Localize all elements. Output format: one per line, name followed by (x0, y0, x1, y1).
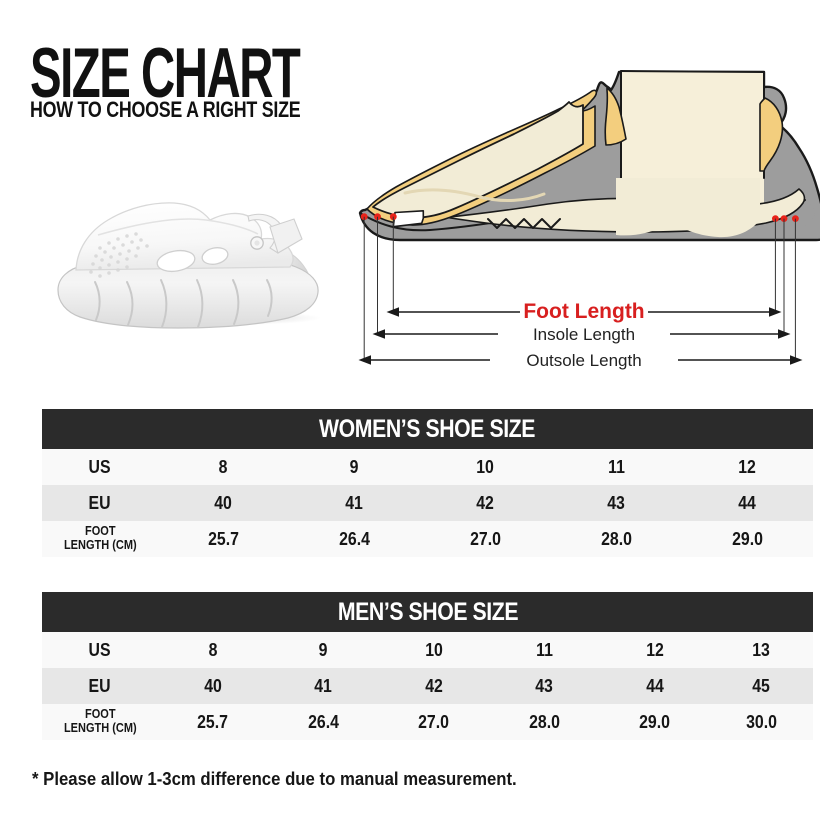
svg-text:Insole Length: Insole Length (533, 325, 635, 344)
svg-text:Outsole Length: Outsole Length (526, 351, 641, 370)
svg-text:Foot Length: Foot Length (523, 300, 644, 323)
